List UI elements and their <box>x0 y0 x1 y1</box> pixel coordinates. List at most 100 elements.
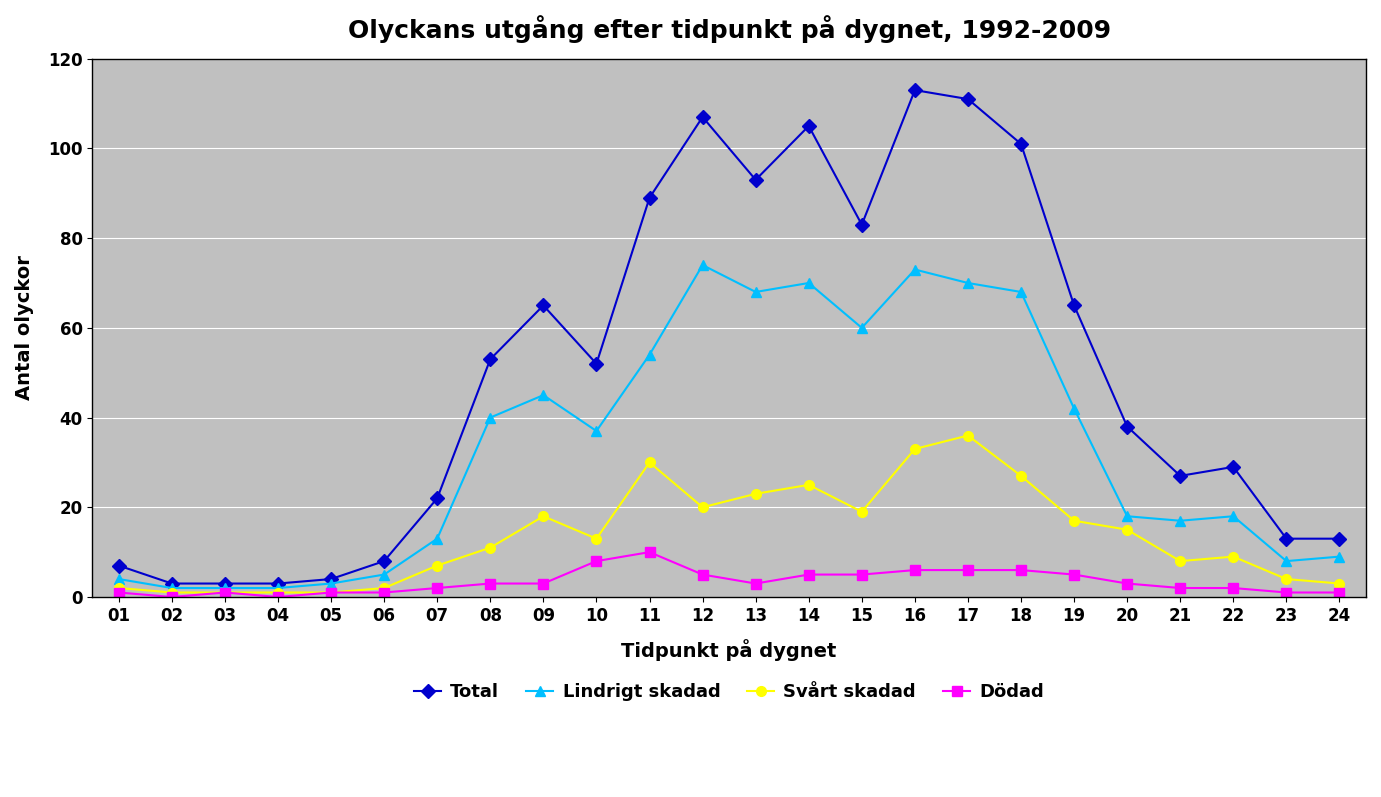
Lindrigt skadad <box>1277 556 1294 566</box>
Dödad <box>482 579 499 588</box>
Svårt skadad <box>641 457 657 467</box>
Y-axis label: Antal olyckor: Antal olyckor <box>15 255 35 400</box>
Dödad <box>1066 570 1083 579</box>
Lindrigt skadad <box>1172 516 1189 525</box>
Svårt skadad <box>801 480 818 489</box>
Dödad <box>695 570 711 579</box>
Lindrigt skadad <box>269 583 286 593</box>
Total <box>534 300 551 310</box>
Dödad <box>110 587 127 597</box>
Lindrigt skadad <box>695 261 711 270</box>
Svårt skadad <box>534 512 551 521</box>
Dödad <box>1331 587 1348 597</box>
Lindrigt skadad <box>1225 512 1242 521</box>
Dödad <box>217 587 233 597</box>
Svårt skadad <box>853 507 870 516</box>
Total <box>376 556 392 566</box>
Svårt skadad <box>482 543 499 552</box>
Svårt skadad <box>269 587 286 597</box>
Lindrigt skadad <box>534 391 551 400</box>
Lindrigt skadad <box>1012 287 1029 296</box>
Lindrigt skadad <box>906 265 923 274</box>
Total <box>163 579 180 588</box>
Total <box>1172 471 1189 481</box>
Total <box>1012 139 1029 149</box>
Dödad <box>747 579 764 588</box>
Lindrigt skadad <box>323 579 340 588</box>
Total <box>429 493 446 503</box>
Line: Total: Total <box>113 85 1344 588</box>
Svårt skadad <box>747 489 764 499</box>
Total <box>269 579 286 588</box>
Lindrigt skadad <box>376 570 392 579</box>
Svårt skadad <box>960 430 976 440</box>
Svårt skadad <box>588 534 605 544</box>
Dödad <box>960 565 976 575</box>
Total <box>906 85 923 95</box>
Svårt skadad <box>376 583 392 593</box>
Dödad <box>853 570 870 579</box>
Line: Dödad: Dödad <box>113 548 1344 602</box>
Total <box>1331 534 1348 544</box>
X-axis label: Tidpunkt på dygnet: Tidpunkt på dygnet <box>621 638 837 661</box>
Dödad <box>376 587 392 597</box>
Total <box>323 575 340 584</box>
Line: Lindrigt skadad: Lindrigt skadad <box>113 260 1344 593</box>
Total <box>217 579 233 588</box>
Lindrigt skadad <box>482 413 499 422</box>
Lindrigt skadad <box>163 583 180 593</box>
Total <box>588 359 605 368</box>
Dödad <box>1172 583 1189 593</box>
Svårt skadad <box>429 561 446 571</box>
Svårt skadad <box>1066 516 1083 525</box>
Dödad <box>163 592 180 602</box>
Total <box>695 112 711 122</box>
Lindrigt skadad <box>853 323 870 332</box>
Svårt skadad <box>110 583 127 593</box>
Total <box>853 220 870 230</box>
Legend: Total, Lindrigt skadad, Svårt skadad, Dödad: Total, Lindrigt skadad, Svårt skadad, Dö… <box>407 676 1051 709</box>
Total <box>482 355 499 364</box>
Lindrigt skadad <box>110 575 127 584</box>
Total <box>1225 462 1242 472</box>
Lindrigt skadad <box>960 278 976 288</box>
Svårt skadad <box>1331 579 1348 588</box>
Dödad <box>641 548 657 557</box>
Total <box>801 121 818 131</box>
Svårt skadad <box>217 587 233 597</box>
Total <box>960 94 976 104</box>
Dödad <box>1012 565 1029 575</box>
Title: Olyckans utgång efter tidpunkt på dygnet, 1992-2009: Olyckans utgång efter tidpunkt på dygnet… <box>348 15 1110 43</box>
Svårt skadad <box>1172 556 1189 566</box>
Dödad <box>1119 579 1135 588</box>
Svårt skadad <box>1012 471 1029 481</box>
Svårt skadad <box>695 502 711 512</box>
Total <box>110 561 127 571</box>
Svårt skadad <box>1225 552 1242 561</box>
Total <box>747 175 764 185</box>
Lindrigt skadad <box>1066 404 1083 414</box>
Dödad <box>1277 587 1294 597</box>
Lindrigt skadad <box>641 350 657 359</box>
Lindrigt skadad <box>1119 512 1135 521</box>
Lindrigt skadad <box>801 278 818 288</box>
Svårt skadad <box>323 587 340 597</box>
Dödad <box>429 583 446 593</box>
Total <box>1066 300 1083 310</box>
Svårt skadad <box>1277 575 1294 584</box>
Dödad <box>534 579 551 588</box>
Total <box>1119 422 1135 431</box>
Dödad <box>588 556 605 566</box>
Total <box>1277 534 1294 544</box>
Dödad <box>801 570 818 579</box>
Lindrigt skadad <box>747 287 764 296</box>
Dödad <box>269 592 286 602</box>
Lindrigt skadad <box>1331 552 1348 561</box>
Total <box>641 193 657 202</box>
Svårt skadad <box>906 444 923 453</box>
Dödad <box>1225 583 1242 593</box>
Lindrigt skadad <box>588 426 605 436</box>
Lindrigt skadad <box>217 583 233 593</box>
Svårt skadad <box>163 587 180 597</box>
Lindrigt skadad <box>429 534 446 544</box>
